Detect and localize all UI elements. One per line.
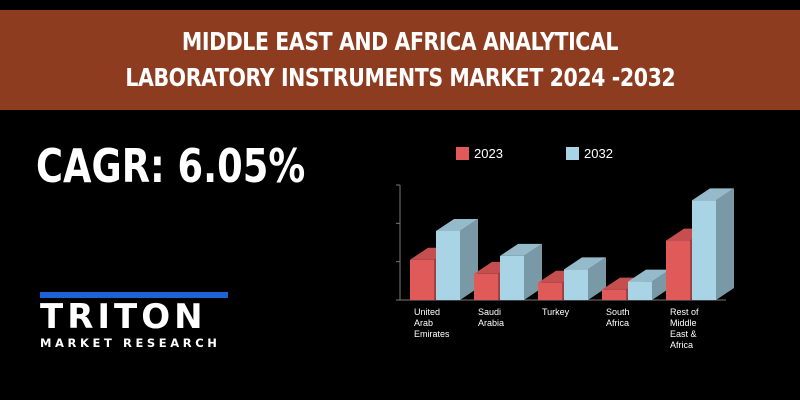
bar-2032-0 xyxy=(436,219,478,300)
title-banner: MIDDLE EAST AND AFRICA ANALYTICAL LABORA… xyxy=(0,10,800,110)
legend-swatch-2032 xyxy=(566,147,579,160)
logo-subtitle: MARKET RESEARCH xyxy=(40,336,221,350)
category-label-0: United Arab Emirates xyxy=(414,307,450,339)
bar-2032-3 xyxy=(628,269,670,300)
category-label-1: Saudi Arabia xyxy=(478,307,504,328)
category-label-3: South Africa xyxy=(606,307,630,328)
logo-accent-bar xyxy=(40,292,228,298)
category-label-2: Turkey xyxy=(542,307,570,317)
bar-2032-4 xyxy=(692,188,734,300)
legend-label-2032: 2032 xyxy=(584,146,613,161)
bar-chart: 2023 2032 United Arab Emirates Saudi Arabia Tur… xyxy=(396,146,734,350)
bar-2032-1 xyxy=(500,243,542,300)
triton-logo: TRITON MARKET RESEARCH xyxy=(40,292,230,352)
logo-wordmark: TRITON xyxy=(40,297,207,337)
title-line-2: LABORATORY INSTRUMENTS MARKET 2024 -2032 xyxy=(125,63,675,92)
legend-label-2023: 2023 xyxy=(474,146,503,161)
legend-swatch-2023 xyxy=(456,147,469,160)
cagr-label: CAGR: 6.05% xyxy=(36,139,306,193)
category-label-4: Rest of Middle East & Africa xyxy=(670,307,699,350)
title-line-1: MIDDLE EAST AND AFRICA ANALYTICAL xyxy=(181,27,619,56)
bar-2032-2 xyxy=(564,257,606,300)
